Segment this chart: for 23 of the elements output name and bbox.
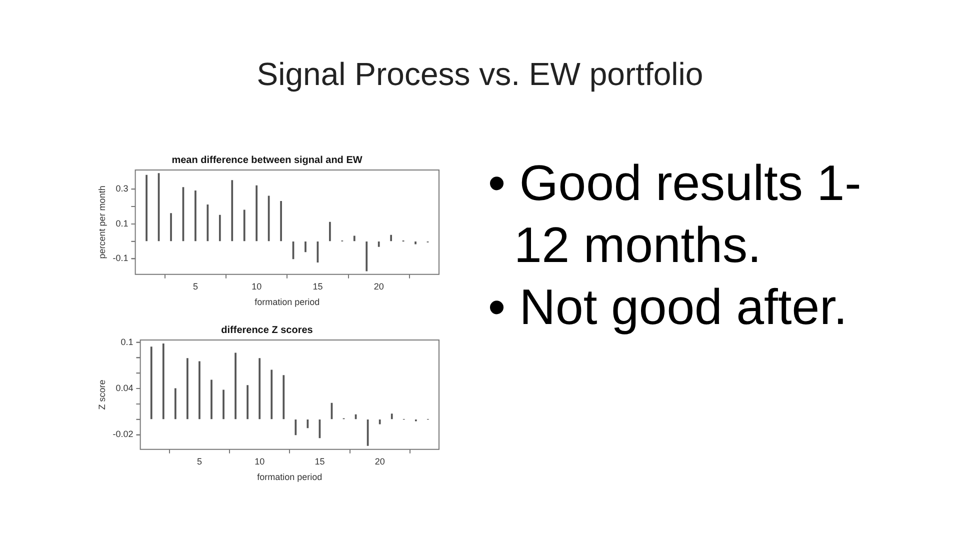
x-tick-label: 10 — [252, 281, 262, 292]
x-tick-label: 20 — [374, 456, 385, 466]
x-tick-label: 10 — [254, 456, 265, 466]
x-tick-label: 15 — [312, 281, 323, 292]
x-tick-label: 15 — [314, 456, 325, 466]
y-axis-title: Z score — [96, 380, 107, 410]
y-tick-label: 0.1 — [120, 336, 134, 347]
x-tick-label: 5 — [192, 281, 198, 292]
text: • Not good after. — [488, 278, 848, 337]
x-axis-title: formation period — [254, 297, 320, 308]
chart-title: mean difference between signal and EW — [172, 154, 363, 166]
text: Signal Process vs. EW portfolio — [256, 56, 704, 93]
x-tick-label: 20 — [374, 281, 384, 292]
y-tick-label: 0.04 — [116, 383, 134, 394]
y-tick-label: 0.3 — [116, 184, 128, 194]
text: • Good results 1-12 months. — [488, 154, 862, 275]
y-tick-label: -0.1 — [112, 253, 128, 264]
x-axis-title: formation period — [257, 472, 322, 482]
y-tick-label: -0.02 — [112, 429, 134, 440]
chart-title: difference Z scores — [221, 324, 314, 336]
y-axis-title: percent per month — [96, 186, 107, 259]
x-tick-label: 5 — [196, 456, 202, 466]
y-tick-label: 0.1 — [116, 218, 128, 228]
